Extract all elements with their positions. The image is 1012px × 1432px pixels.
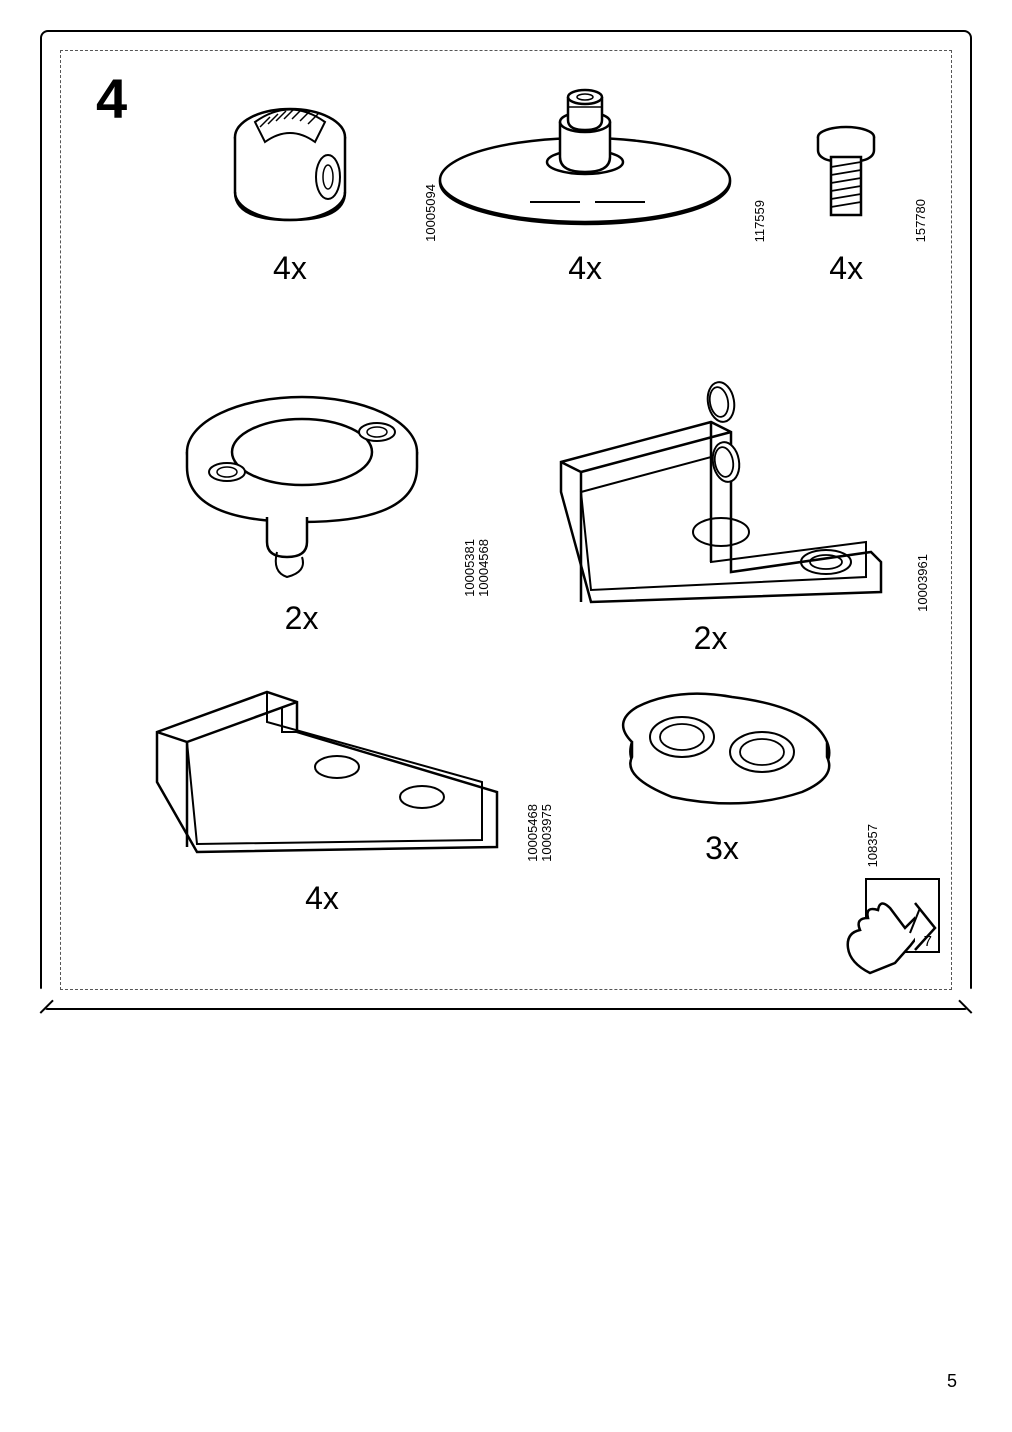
part-cell-flatbracket: 10003975 10005468 4x — [112, 672, 532, 917]
qty-label: 4x — [305, 880, 339, 917]
parts-row-1: 10005094 4x 117559 4x — [42, 72, 970, 287]
ovalplate-icon — [602, 672, 842, 822]
envelope-notch — [28, 988, 53, 1013]
flatbracket-icon — [137, 672, 507, 872]
corner-ref-number: 7 — [924, 933, 932, 950]
part-cell-lbracket: 10003961 2x — [501, 362, 920, 657]
qty-label: 4x — [829, 250, 863, 287]
part-number: 10005468 — [525, 804, 540, 862]
hardware-bag-envelope: 4 10005094 4x — [40, 30, 972, 1010]
lbracket-icon — [531, 362, 891, 612]
qty-label: 3x — [705, 830, 739, 867]
flange-icon — [167, 362, 437, 592]
part-number: 10003961 — [915, 554, 930, 612]
screw-icon — [811, 72, 881, 242]
part-cell-camlock: 10005094 4x — [162, 72, 418, 287]
part-number: 117559 — [752, 200, 767, 242]
qty-label: 4x — [273, 250, 307, 287]
part-number: 10004568 — [476, 539, 491, 597]
parts-row-2: 10004568 10005381 2x 10003961 2x — [42, 362, 970, 657]
qty-label: 4x — [568, 250, 602, 287]
part-number: 10005381 — [462, 539, 477, 597]
qty-label: 2x — [694, 620, 728, 657]
hand-icon — [820, 878, 940, 978]
part-cell-screw: 157780 4x — [772, 72, 920, 287]
part-cell-discfoot: 117559 4x — [418, 72, 753, 287]
part-number: 10003975 — [539, 804, 554, 862]
envelope-notch — [958, 988, 983, 1013]
part-cell-flange: 10004568 10005381 2x — [132, 362, 471, 657]
qty-label: 2x — [285, 600, 319, 637]
part-number: 157780 — [913, 199, 928, 242]
page-number: 5 — [947, 1371, 957, 1392]
discfoot-icon — [430, 72, 740, 242]
page-turn-hint: 7 — [820, 878, 940, 978]
part-number: 108357 — [865, 824, 880, 867]
camlock-icon — [200, 72, 380, 242]
